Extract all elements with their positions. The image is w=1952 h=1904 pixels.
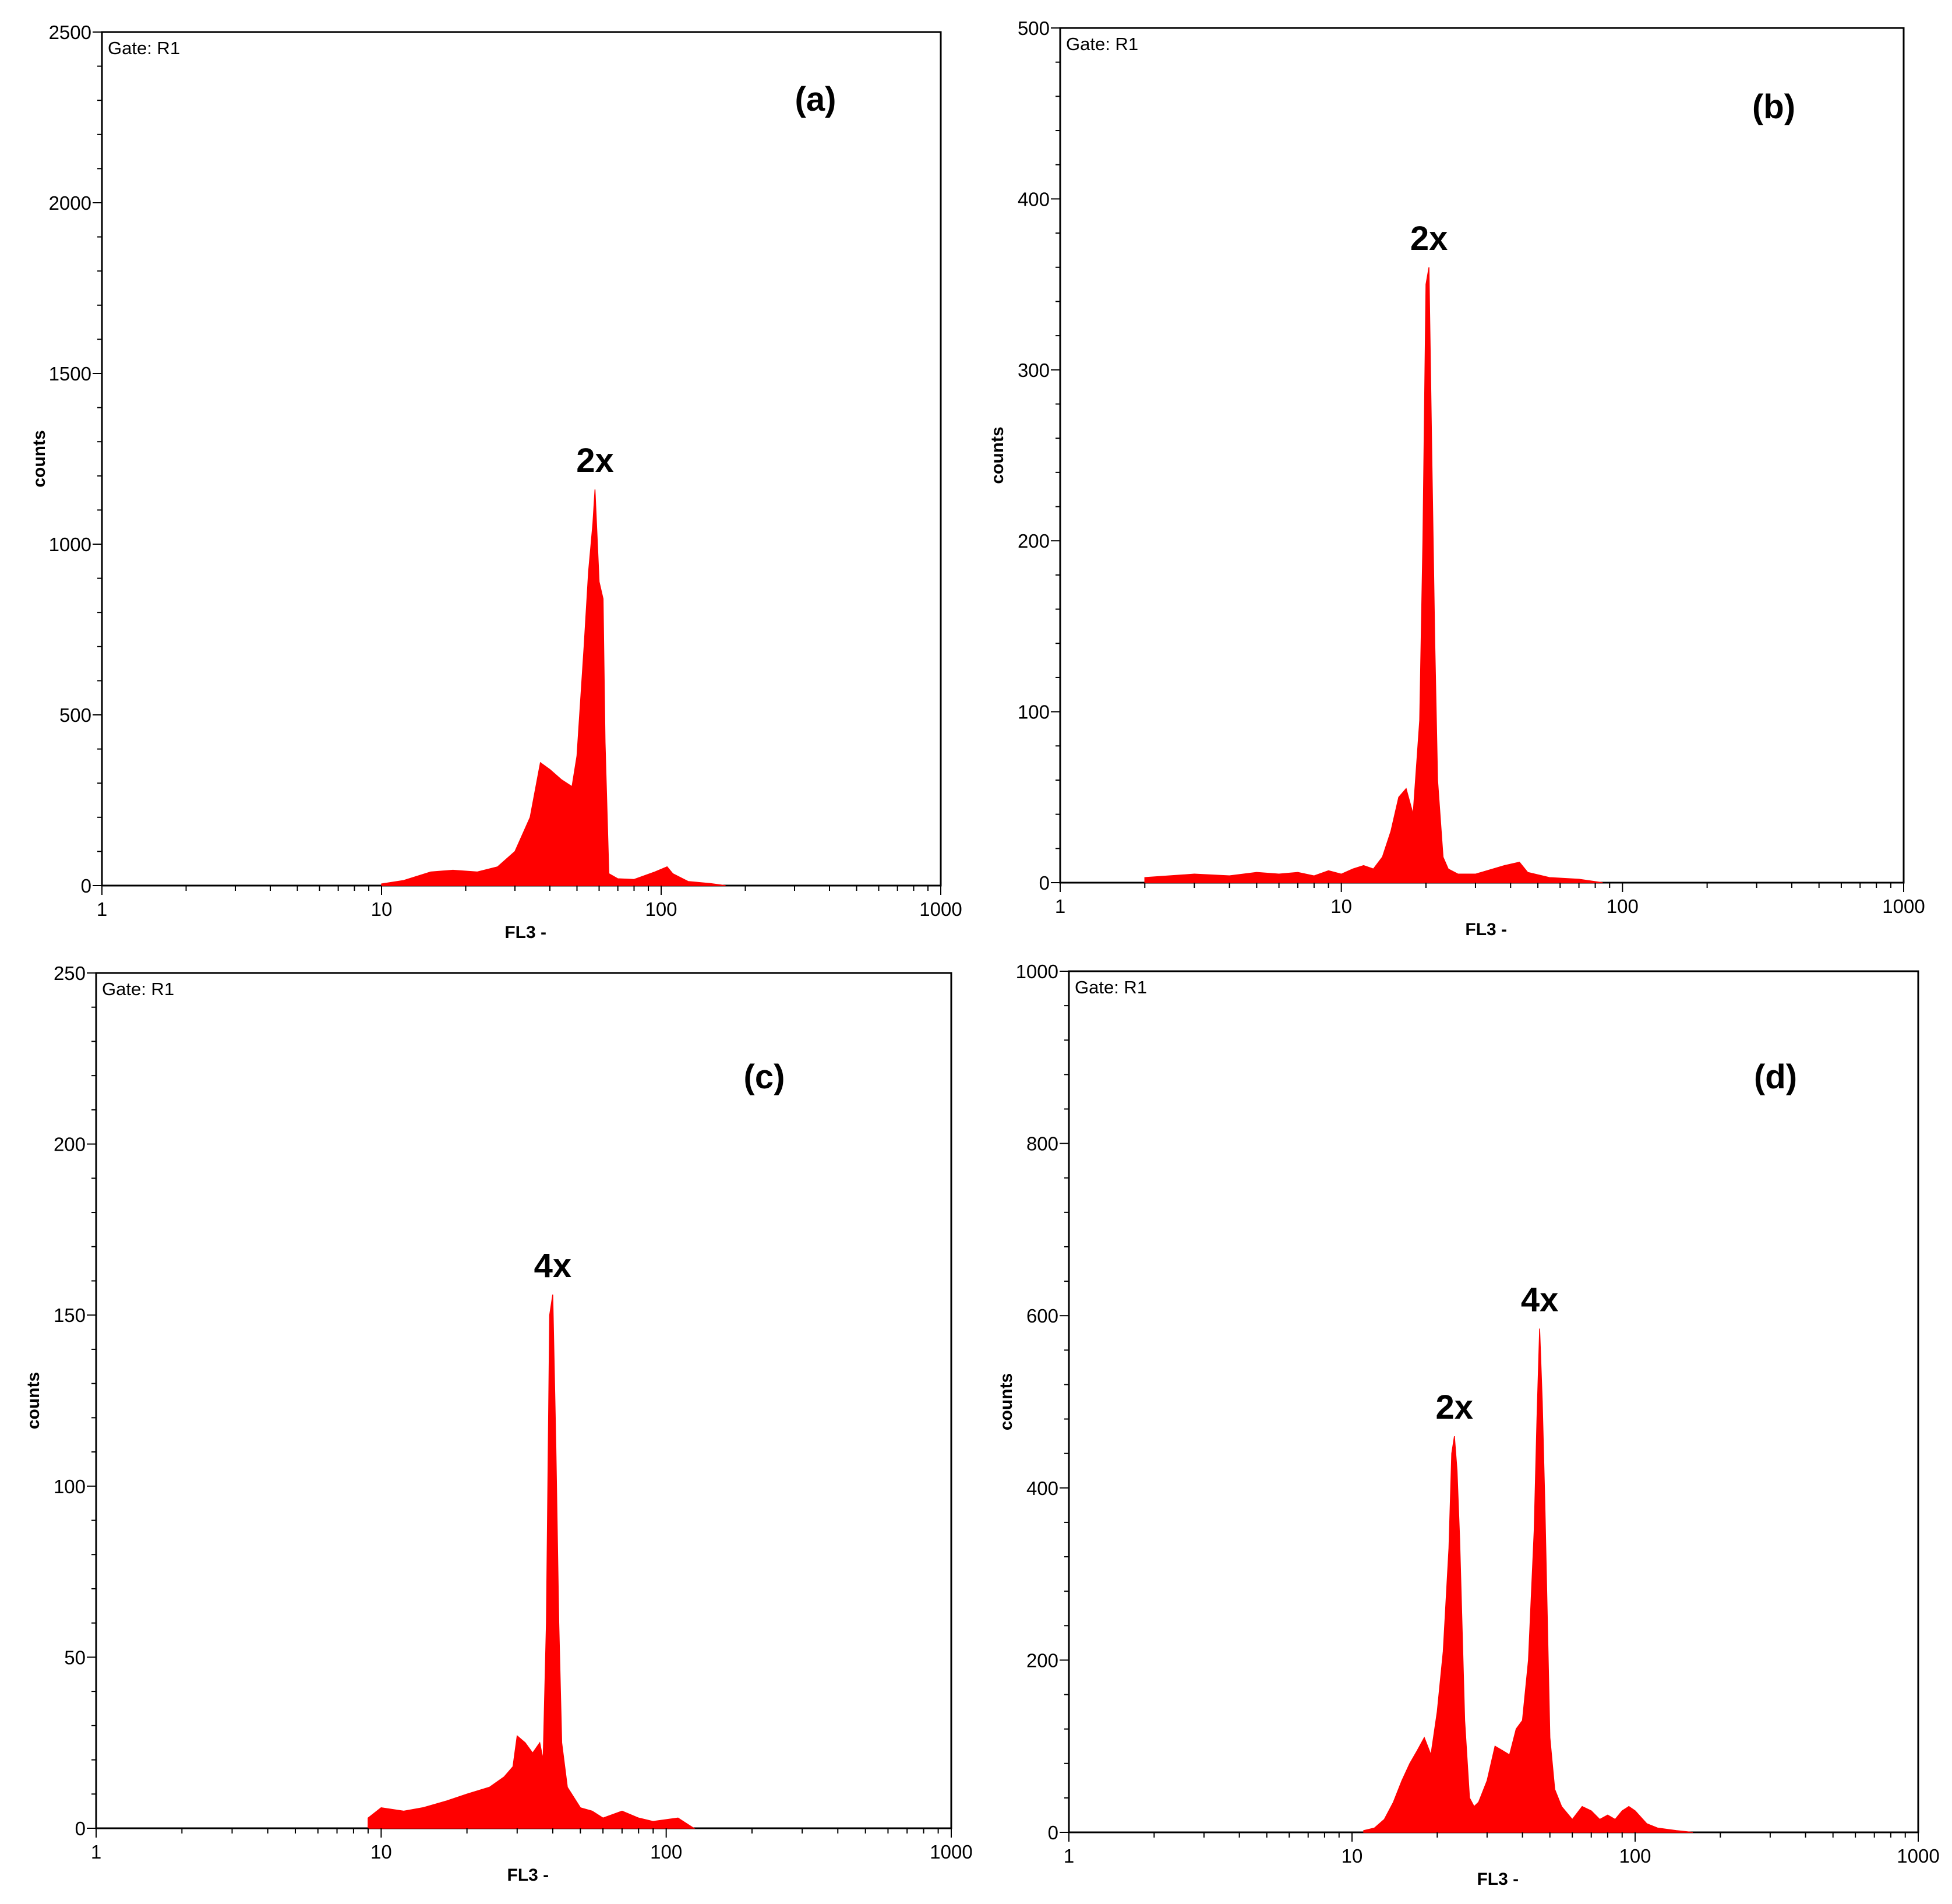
x-tick-label: 100	[645, 898, 677, 920]
histogram-panel-d: 1 10 100 1000 0 200 400 600 800 1000 Gate: R1 FL3 -…	[997, 961, 1940, 1889]
y-axis-title: counts	[24, 1372, 43, 1429]
panel-label: (c)	[744, 1058, 785, 1096]
x-tick-label: 10	[371, 898, 393, 920]
y-tick-label: 100	[54, 1476, 86, 1497]
panel-label: (b)	[1752, 88, 1795, 126]
peak-label: 2x	[576, 442, 614, 479]
x-tick-label: 1	[1064, 1845, 1074, 1867]
histogram-panel-c: 1 10 100 1000 0 50 100 150 200 250 Gate: R1 FL3 - co…	[24, 962, 973, 1885]
plot-frame-d	[1068, 970, 1919, 1834]
histogram-area-d	[1363, 1328, 1693, 1833]
x-tick-label: 10	[1330, 895, 1352, 917]
y-tick-label: 0	[75, 1818, 86, 1839]
y-tick-label: 0	[81, 875, 91, 897]
y-tick-label: 300	[1018, 359, 1050, 381]
x-tick-label: 100	[1619, 1845, 1651, 1867]
y-tick-label: 400	[1018, 188, 1050, 210]
y-tick-label: 0	[1048, 1822, 1058, 1843]
x-tick-label: 1	[97, 898, 107, 920]
x-axis-title: FL3 -	[507, 1866, 549, 1885]
peak-label: 2x	[1436, 1388, 1474, 1426]
plot-frame-a	[101, 31, 942, 887]
x-tick-label: 1000	[1882, 895, 1925, 917]
peak-label: 4x	[534, 1247, 572, 1285]
y-axis-title: counts	[988, 426, 1007, 484]
x-tick-label: 100	[650, 1841, 682, 1863]
y-tick-label: 400	[1026, 1478, 1058, 1499]
panel-label: (d)	[1754, 1058, 1797, 1096]
y-tick-label: 250	[54, 962, 86, 984]
x-axis-title: FL3 -	[1477, 1870, 1519, 1889]
y-tick-label: 100	[1018, 701, 1050, 723]
x-tick-label: 1000	[919, 898, 962, 920]
y-tick-label: 1000	[1016, 961, 1058, 982]
y-axis-title: counts	[30, 430, 49, 487]
gate-label: Gate: R1	[102, 979, 174, 999]
y-axis-title: counts	[997, 1373, 1016, 1430]
x-axis-title: FL3 -	[1465, 920, 1507, 939]
plot-frame-c	[95, 972, 952, 1829]
gate-label: Gate: R1	[108, 38, 180, 58]
y-tick-label: 500	[1018, 17, 1050, 39]
y-tick-label: 1000	[49, 534, 91, 555]
panel-label: (a)	[795, 80, 836, 118]
peak-label: 4x	[1521, 1281, 1559, 1318]
y-tick-label: 500	[59, 704, 91, 726]
x-tick-label: 100	[1607, 895, 1639, 917]
histogram-panel-a: 1 10 100 1000 0 500 1000 1500 2000 2500 Gate: R1 FL…	[30, 22, 962, 942]
peak-label: 2x	[1410, 220, 1448, 258]
y-tick-label: 200	[54, 1134, 86, 1155]
y-tick-label: 800	[1026, 1133, 1058, 1155]
gate-label: Gate: R1	[1075, 977, 1147, 997]
x-tick-label: 1	[1055, 895, 1065, 917]
y-tick-label: 150	[54, 1304, 86, 1326]
x-axis-title: FL3 -	[504, 923, 546, 942]
x-tick-label: 1000	[1897, 1845, 1939, 1867]
x-tick-label: 10	[1342, 1845, 1363, 1867]
histogram-panel-b: 1 10 100 1000 0 100 200 300 400 500 Gate: R1 FL3 - c…	[988, 17, 1925, 939]
y-tick-label: 200	[1026, 1649, 1058, 1671]
y-tick-label: 2500	[49, 22, 91, 43]
x-tick-label: 10	[370, 1841, 392, 1863]
y-tick-label: 50	[64, 1646, 86, 1668]
y-tick-label: 600	[1026, 1305, 1058, 1327]
y-tick-label: 1500	[49, 363, 91, 385]
x-tick-label: 1000	[930, 1841, 972, 1863]
plot-frame-b	[1059, 27, 1905, 884]
gate-label: Gate: R1	[1066, 34, 1138, 54]
histogram-area-a	[381, 489, 726, 886]
y-tick-label: 0	[1039, 872, 1050, 894]
y-tick-label: 200	[1018, 530, 1050, 552]
histogram-area-c	[368, 1294, 696, 1829]
x-tick-label: 1	[91, 1841, 101, 1863]
histogram-area-b	[1144, 267, 1603, 883]
y-tick-label: 2000	[49, 192, 91, 214]
